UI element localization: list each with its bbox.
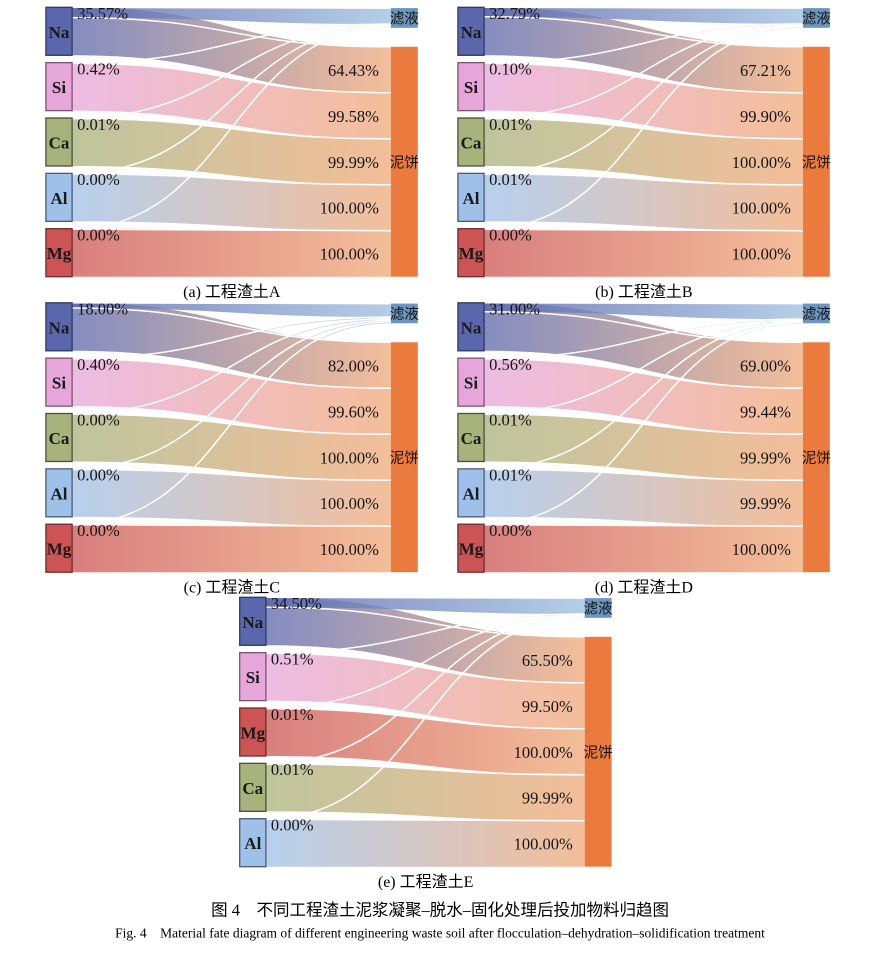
svg-text:99.99%: 99.99% bbox=[740, 448, 791, 467]
svg-text:0.10%: 0.10% bbox=[489, 59, 532, 78]
svg-text:(d) 工程渣土D: (d) 工程渣土D bbox=[595, 579, 693, 597]
svg-text:泥饼: 泥饼 bbox=[802, 154, 831, 171]
svg-text:滤液: 滤液 bbox=[390, 306, 419, 323]
svg-text:滤液: 滤液 bbox=[584, 600, 613, 617]
svg-text:34.50%: 34.50% bbox=[271, 594, 322, 613]
svg-text:Mg: Mg bbox=[459, 540, 484, 559]
svg-text:100.00%: 100.00% bbox=[732, 199, 791, 218]
svg-text:Mg: Mg bbox=[459, 244, 484, 263]
svg-text:0.00%: 0.00% bbox=[77, 226, 120, 245]
svg-text:99.90%: 99.90% bbox=[740, 107, 791, 126]
svg-text:(e) 工程渣土E: (e) 工程渣土E bbox=[378, 873, 474, 891]
svg-text:Na: Na bbox=[461, 23, 482, 42]
svg-text:99.99%: 99.99% bbox=[740, 494, 791, 513]
svg-text:(b) 工程渣土B: (b) 工程渣土B bbox=[595, 283, 692, 301]
svg-text:99.50%: 99.50% bbox=[522, 697, 573, 716]
svg-text:0.00%: 0.00% bbox=[489, 226, 532, 245]
svg-text:Si: Si bbox=[464, 78, 478, 97]
svg-text:99.99%: 99.99% bbox=[522, 789, 573, 808]
svg-text:18.00%: 18.00% bbox=[77, 300, 128, 319]
svg-text:0.51%: 0.51% bbox=[271, 649, 314, 668]
svg-text:Ca: Ca bbox=[49, 134, 70, 153]
svg-text:64.43%: 64.43% bbox=[328, 61, 379, 80]
svg-text:0.00%: 0.00% bbox=[489, 521, 532, 540]
svg-text:Na: Na bbox=[49, 318, 70, 337]
svg-text:Si: Si bbox=[52, 374, 66, 393]
svg-text:100.00%: 100.00% bbox=[320, 494, 379, 513]
svg-text:Si: Si bbox=[464, 374, 478, 393]
svg-text:82.00%: 82.00% bbox=[328, 356, 379, 375]
svg-text:泥饼: 泥饼 bbox=[584, 744, 613, 761]
svg-text:99.60%: 99.60% bbox=[328, 402, 379, 421]
svg-text:Al: Al bbox=[463, 484, 480, 503]
svg-text:0.40%: 0.40% bbox=[77, 355, 120, 374]
svg-text:65.50%: 65.50% bbox=[522, 651, 573, 670]
svg-text:Ca: Ca bbox=[242, 779, 263, 798]
svg-text:Al: Al bbox=[51, 484, 68, 503]
svg-text:Fig. 4 Material fate diagram o: Fig. 4 Material fate diagram of differen… bbox=[115, 926, 765, 941]
svg-text:100.00%: 100.00% bbox=[320, 245, 379, 264]
svg-text:35.57%: 35.57% bbox=[77, 4, 128, 23]
svg-text:100.00%: 100.00% bbox=[320, 448, 379, 467]
svg-text:100.00%: 100.00% bbox=[320, 199, 379, 218]
svg-text:滤液: 滤液 bbox=[802, 10, 831, 27]
svg-text:Na: Na bbox=[49, 23, 70, 42]
svg-text:0.01%: 0.01% bbox=[489, 170, 532, 189]
svg-text:泥饼: 泥饼 bbox=[802, 450, 831, 467]
svg-text:100.00%: 100.00% bbox=[514, 743, 573, 762]
svg-text:32.79%: 32.79% bbox=[489, 4, 540, 23]
svg-text:Si: Si bbox=[52, 78, 66, 97]
svg-text:Ca: Ca bbox=[461, 429, 482, 448]
svg-text:(a) 工程渣土A: (a) 工程渣土A bbox=[183, 283, 281, 301]
svg-text:100.00%: 100.00% bbox=[732, 245, 791, 264]
svg-text:Al: Al bbox=[51, 189, 68, 208]
svg-text:69.00%: 69.00% bbox=[740, 356, 791, 375]
svg-text:图 4 不同工程渣土泥浆凝聚–脱水–固化处理后投加物料归趋图: 图 4 不同工程渣土泥浆凝聚–脱水–固化处理后投加物料归趋图 bbox=[211, 901, 669, 920]
svg-text:0.00%: 0.00% bbox=[77, 521, 120, 540]
svg-text:100.00%: 100.00% bbox=[732, 153, 791, 172]
svg-text:(c) 工程渣土C: (c) 工程渣土C bbox=[184, 579, 280, 597]
svg-text:0.56%: 0.56% bbox=[489, 355, 532, 374]
svg-text:0.01%: 0.01% bbox=[77, 115, 120, 134]
svg-text:99.99%: 99.99% bbox=[328, 153, 379, 172]
svg-text:0.42%: 0.42% bbox=[77, 59, 120, 78]
svg-text:泥饼: 泥饼 bbox=[390, 154, 419, 171]
svg-text:67.21%: 67.21% bbox=[740, 61, 791, 80]
svg-text:100.00%: 100.00% bbox=[320, 540, 379, 559]
svg-text:0.00%: 0.00% bbox=[271, 816, 314, 835]
svg-text:0.01%: 0.01% bbox=[489, 466, 532, 485]
svg-text:0.00%: 0.00% bbox=[77, 170, 120, 189]
svg-text:Al: Al bbox=[244, 834, 261, 853]
svg-text:泥饼: 泥饼 bbox=[390, 450, 419, 467]
svg-text:Mg: Mg bbox=[47, 244, 72, 263]
svg-text:Ca: Ca bbox=[49, 429, 70, 448]
svg-text:0.00%: 0.00% bbox=[77, 410, 120, 429]
svg-text:Mg: Mg bbox=[47, 540, 72, 559]
svg-text:Ca: Ca bbox=[461, 134, 482, 153]
svg-text:0.01%: 0.01% bbox=[489, 410, 532, 429]
svg-text:99.44%: 99.44% bbox=[740, 402, 791, 421]
svg-text:31.00%: 31.00% bbox=[489, 300, 540, 319]
svg-text:Al: Al bbox=[463, 189, 480, 208]
svg-text:0.01%: 0.01% bbox=[489, 115, 532, 134]
svg-text:0.00%: 0.00% bbox=[77, 466, 120, 485]
svg-text:Na: Na bbox=[461, 318, 482, 337]
svg-text:Na: Na bbox=[242, 613, 263, 632]
svg-text:滤液: 滤液 bbox=[390, 10, 419, 27]
svg-text:滤液: 滤液 bbox=[802, 306, 831, 323]
svg-text:100.00%: 100.00% bbox=[514, 835, 573, 854]
svg-text:99.58%: 99.58% bbox=[328, 107, 379, 126]
svg-text:Mg: Mg bbox=[241, 724, 266, 743]
svg-text:0.01%: 0.01% bbox=[271, 705, 314, 724]
svg-text:0.01%: 0.01% bbox=[271, 760, 314, 779]
svg-text:Si: Si bbox=[246, 668, 260, 687]
svg-text:100.00%: 100.00% bbox=[732, 540, 791, 559]
